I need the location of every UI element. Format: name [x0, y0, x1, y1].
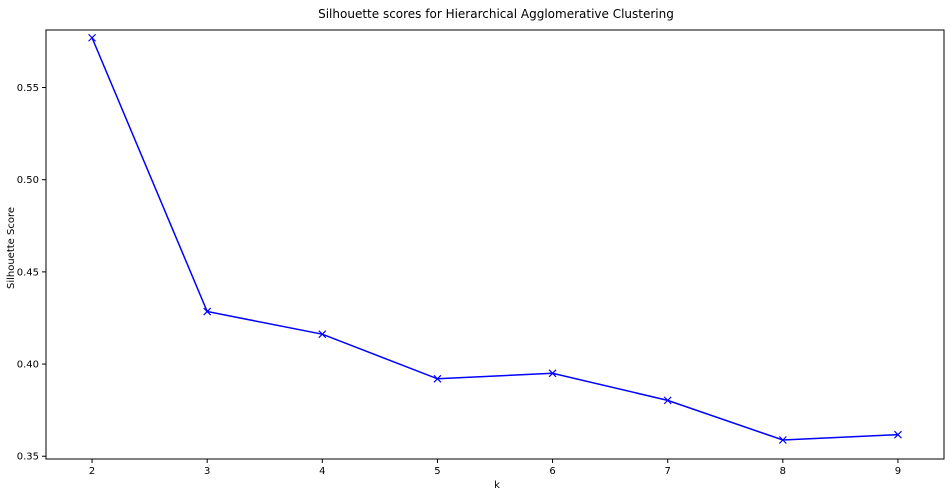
plot-area [45, 29, 945, 460]
data-point [894, 430, 902, 439]
plot-frame [45, 29, 945, 460]
data-point [203, 307, 212, 316]
data-point [318, 330, 327, 339]
chart-title: Silhouette scores for Hierarchical Agglo… [318, 7, 674, 21]
y-axis: 0.35 0.40 0.45 0.50 0.55 [17, 83, 46, 463]
data-point [88, 33, 96, 42]
data-point [663, 396, 672, 405]
x-tick-label: 3 [204, 466, 210, 477]
y-tick-label: 0.55 [17, 83, 39, 94]
series-line [91, 37, 898, 441]
x-tick-label: 4 [319, 466, 325, 477]
data-point [433, 374, 442, 383]
x-tick-label: 6 [549, 466, 555, 477]
data-point [548, 369, 557, 378]
y-tick-label: 0.50 [17, 175, 39, 186]
series-layer [88, 33, 902, 444]
y-tick-label: 0.45 [17, 267, 39, 278]
data-point [778, 436, 787, 444]
x-tick-label: 5 [434, 466, 440, 477]
x-tick-label: 8 [780, 466, 786, 477]
x-tick-label: 9 [895, 466, 901, 477]
x-axis: 2 3 4 5 6 7 8 9 [89, 459, 901, 477]
x-tick-label: 2 [89, 466, 95, 477]
x-tick-label: 7 [665, 466, 671, 477]
y-tick-label: 0.40 [17, 360, 39, 371]
x-axis-label: k [494, 480, 500, 491]
y-tick-label: 0.35 [17, 452, 39, 463]
y-axis-label: Silhouette Score [6, 207, 17, 289]
